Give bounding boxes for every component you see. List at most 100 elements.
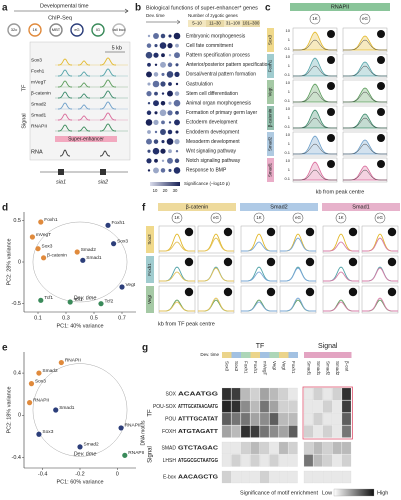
point-label: Tcf2 bbox=[105, 298, 114, 304]
heat-cell bbox=[303, 425, 314, 438]
pie bbox=[327, 30, 335, 38]
heat-cell bbox=[240, 400, 251, 413]
pie bbox=[184, 227, 194, 237]
term-dot bbox=[152, 147, 160, 155]
label: Foxh1 bbox=[31, 68, 45, 74]
x-tick-label: 0.3 bbox=[62, 315, 70, 321]
profile bbox=[323, 266, 359, 282]
label: Dev. time bbox=[74, 451, 97, 457]
label: 1K bbox=[174, 215, 179, 220]
pie bbox=[377, 160, 385, 168]
profile bbox=[159, 271, 195, 282]
profile bbox=[198, 266, 234, 282]
label: Developmental time bbox=[40, 3, 89, 9]
heat-cell bbox=[313, 425, 323, 438]
track bbox=[58, 101, 116, 110]
point-label: Tcf1 bbox=[74, 297, 83, 303]
panel-letter: c bbox=[265, 3, 271, 14]
heat-cell bbox=[332, 470, 342, 484]
pie bbox=[266, 287, 276, 297]
point bbox=[36, 431, 42, 437]
heat-cell bbox=[231, 470, 241, 484]
profile bbox=[159, 241, 195, 252]
term-dot bbox=[175, 110, 179, 115]
point bbox=[77, 444, 83, 450]
label: Animal organ morphogenesis bbox=[186, 101, 252, 107]
label: Significance (–log10 p) bbox=[184, 181, 230, 186]
label: Low bbox=[322, 490, 332, 496]
heat-cell bbox=[288, 454, 298, 467]
pie bbox=[327, 82, 335, 90]
point-label: Sox3 bbox=[35, 378, 46, 384]
col-tag bbox=[342, 352, 352, 358]
label: 1 bbox=[288, 89, 291, 94]
plot-frame bbox=[342, 53, 388, 79]
profile bbox=[293, 39, 337, 51]
rna-track bbox=[60, 149, 110, 157]
label: 0.1 bbox=[284, 46, 290, 51]
col-tag bbox=[269, 352, 279, 358]
heat-cell bbox=[313, 412, 323, 426]
size-legend-box bbox=[224, 20, 242, 27]
panel-letter: e bbox=[2, 343, 8, 354]
label: Ectoderm development bbox=[186, 120, 238, 126]
label: MBT bbox=[52, 27, 61, 32]
point-label: RNAPII bbox=[33, 397, 49, 403]
term-dot bbox=[174, 119, 180, 126]
term-dot bbox=[154, 111, 158, 115]
row-label: Smad2 bbox=[268, 136, 273, 151]
term-dot bbox=[160, 61, 166, 68]
plot-frame bbox=[158, 225, 196, 254]
stage-icon bbox=[49, 23, 63, 37]
point-label: Sox3 bbox=[117, 238, 128, 244]
heat-cell bbox=[240, 454, 251, 467]
size-legend-box bbox=[242, 20, 260, 27]
pie bbox=[377, 82, 385, 90]
label: Pattern specification process bbox=[186, 53, 250, 59]
label: Smad1 bbox=[31, 112, 47, 118]
profile bbox=[343, 87, 387, 103]
plot-frame bbox=[292, 105, 338, 131]
profile bbox=[343, 61, 387, 77]
point bbox=[38, 297, 44, 303]
term-dot bbox=[147, 62, 151, 67]
stage-icon bbox=[359, 13, 371, 25]
label: Response to BMP bbox=[186, 168, 227, 174]
group-label: Signal bbox=[148, 446, 154, 463]
profile bbox=[198, 233, 234, 252]
x-tick-label: 0.7 bbox=[118, 315, 126, 321]
label: Sox3 bbox=[31, 57, 42, 63]
label: 0.1 bbox=[284, 98, 290, 103]
profile bbox=[241, 301, 277, 312]
label: 1 bbox=[288, 141, 291, 146]
col-tag bbox=[288, 352, 298, 358]
term-dot bbox=[167, 62, 173, 68]
label: 10 bbox=[286, 80, 291, 85]
row-tag bbox=[267, 28, 274, 52]
label: kb from TF peak centre bbox=[158, 321, 215, 327]
heat-cell bbox=[288, 441, 298, 455]
label: eG bbox=[362, 16, 368, 21]
profile bbox=[343, 113, 387, 129]
heat-cell bbox=[259, 412, 270, 426]
label: Smad2 bbox=[270, 204, 287, 210]
label: POU bbox=[165, 417, 176, 423]
label: 0.1 bbox=[284, 124, 290, 129]
heat-cell bbox=[303, 400, 314, 413]
heat-cell bbox=[250, 387, 260, 401]
heat-cell bbox=[231, 441, 241, 455]
stage-icon bbox=[28, 23, 42, 37]
term-dot bbox=[146, 110, 152, 116]
header-box bbox=[240, 203, 318, 211]
point bbox=[53, 407, 59, 413]
point-label: Sox3 bbox=[42, 243, 53, 249]
plot-frame bbox=[342, 131, 388, 157]
label: Smad2 bbox=[31, 101, 47, 107]
label: ChIP-Seq bbox=[48, 15, 72, 21]
heat-cell bbox=[269, 412, 279, 426]
col-label: mVegT bbox=[263, 361, 268, 376]
stage-icon bbox=[253, 212, 265, 224]
pie bbox=[327, 134, 335, 142]
profile bbox=[198, 299, 234, 312]
